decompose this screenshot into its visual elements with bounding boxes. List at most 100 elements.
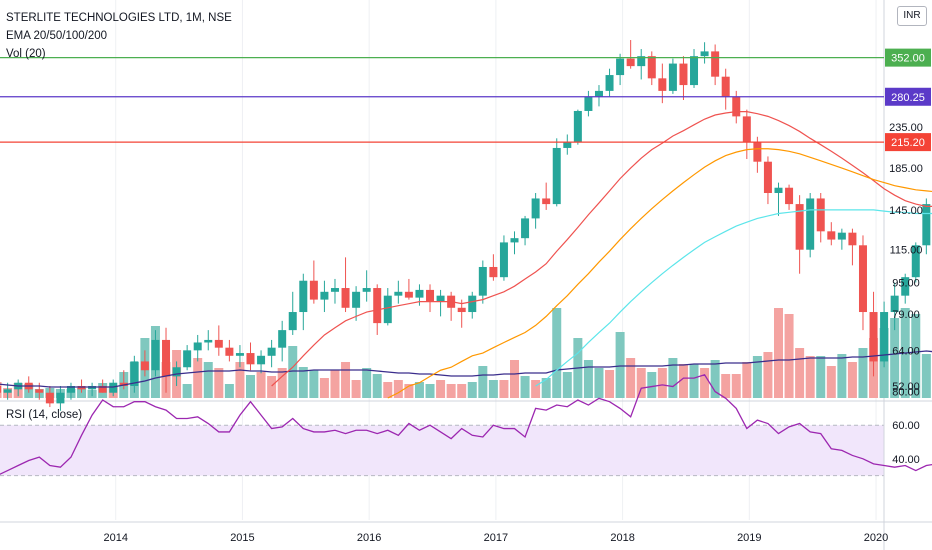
volume-bar [763,352,773,398]
candle-body [668,63,677,91]
candle-body [193,342,202,351]
volume-bar [467,382,477,398]
candle-body [858,245,867,313]
candle-body [901,277,910,296]
candle-body [626,58,635,67]
price-tick-label: 95.00 [892,278,920,290]
volume-bar [847,362,857,398]
candle-body [795,204,804,250]
volume-bar [752,356,762,398]
volume-bar [77,388,87,398]
level-price-label: 215.20 [891,137,925,149]
volume-bar [393,380,403,398]
candle-body [816,198,825,232]
chart-title: STERLITE TECHNOLOGIES LTD, 1M, NSE [6,12,232,24]
candle-body [299,280,308,313]
volume-bar [319,378,329,398]
volume-bar [341,362,351,398]
candle-body [690,56,699,86]
level-price-tag [885,48,931,67]
candle-body [721,76,730,97]
candle-body [468,295,477,313]
candle-body [478,266,487,296]
volume-bar [647,372,657,398]
volume-bar [678,364,688,398]
volume-bar [826,366,836,398]
candle-body [394,291,403,296]
candle-body [278,330,287,348]
candle-body [56,392,65,404]
axes: 52.00 64.00 79.00 95.00 115.00 145.00 185.00 23… [103,122,923,544]
rsi-tick-label: 40.00 [892,454,920,466]
candle-body [0,386,2,393]
time-axis-label: 2018 [610,532,634,544]
volume-bar [605,370,615,398]
candle-body [869,312,878,362]
candle-body [172,367,181,377]
volume-bar [858,348,868,398]
volume-bar [330,370,340,398]
volume-bar [383,382,393,398]
volume-bar [700,368,710,398]
candle-body [98,386,107,393]
candle-body [647,56,656,79]
ema20-line [271,111,932,387]
volume-bar [795,348,805,398]
candle-body [341,288,350,308]
candle-body [848,232,857,246]
volume-bar [784,314,794,398]
volume-bar [224,384,234,398]
price-tick-label: 185.00 [889,163,923,175]
horizontal-levels: 352.00 280.25 215.20 [0,48,931,152]
candle-body [362,288,371,292]
candle-body [436,295,445,302]
candle-body [510,238,519,243]
volume-bar [457,384,467,398]
rsi-band [0,425,884,476]
volume-bar [921,354,931,398]
volume-bar [541,378,551,398]
level-price-label: 352.00 [891,53,925,65]
volume-bar [657,368,667,398]
volume-bar [203,362,213,398]
ema50-line [387,148,932,399]
volume-bar [193,358,203,398]
candle-body [521,218,530,239]
price-tick-label: 115.00 [890,245,923,257]
volume-bar [214,368,224,398]
candle-body [922,204,931,246]
volume-legend[interactable]: Vol (20) [6,48,46,60]
rsi-legend[interactable]: RSI (14, close) [6,409,83,421]
volume-bar [510,360,519,398]
volume-bar [351,380,361,398]
volume-bar [615,332,625,398]
time-axis-label: 2020 [864,532,888,544]
candle-body [45,392,54,404]
price-tick-label: 235.00 [889,122,923,134]
time-axis-label: 2015 [230,532,254,544]
candle-body [774,187,783,194]
candle-body [637,56,646,67]
ema-legend[interactable]: EMA 20/50/100/200 [6,30,108,42]
candle-body [383,295,392,324]
level-price-label: 280.25 [891,92,925,104]
time-axis-label: 2016 [357,532,381,544]
candle-body [246,353,255,365]
volume-bar [721,374,731,398]
candle-body [499,242,508,278]
candle-body [542,198,551,205]
rsi-line [0,374,932,475]
candle-body [679,63,688,86]
candle-body [183,350,192,368]
rsi-tick-label: 60.00 [892,420,920,432]
candle-body [88,386,97,390]
candle-body [911,245,920,278]
level-price-tag [885,87,931,106]
candle-body [352,291,361,308]
candle-body [162,339,171,377]
volume-bar [499,380,509,398]
currency-button[interactable]: INR [897,6,927,26]
volume-bar [256,372,266,398]
volume-bar [372,374,382,398]
